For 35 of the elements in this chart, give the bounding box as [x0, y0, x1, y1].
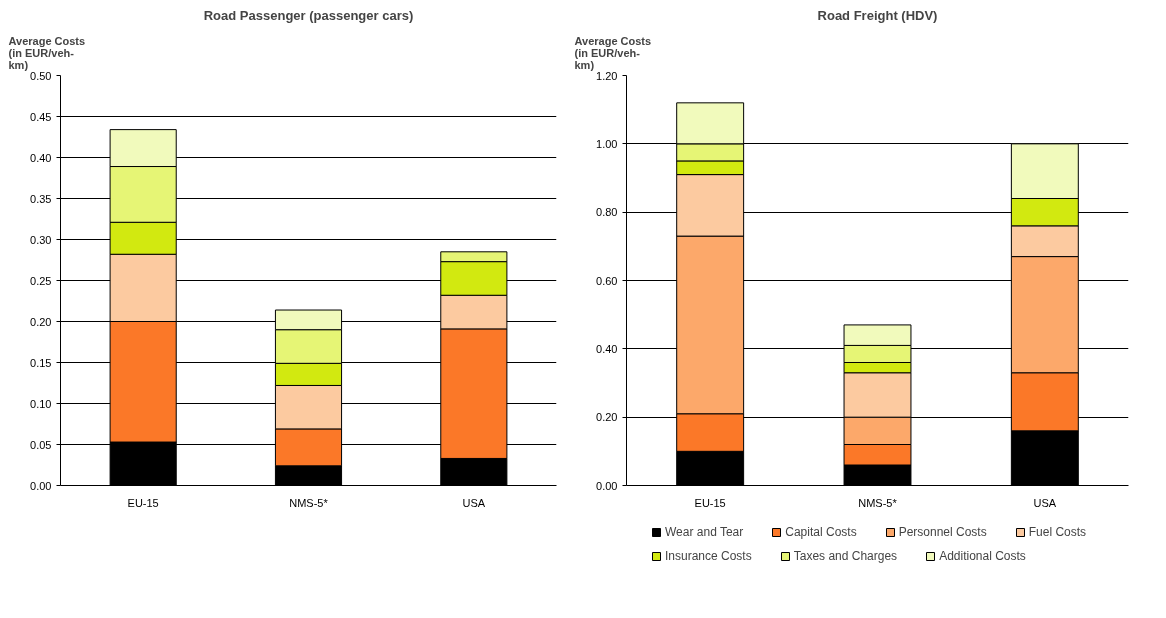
y-tick-label: 0.00	[596, 479, 618, 492]
y-tick-label: 0.30	[30, 233, 52, 246]
x-tick-label: USA	[462, 496, 486, 509]
y-tick-label: 0.80	[596, 206, 618, 219]
x-tick-label: NMS-5*	[858, 496, 898, 509]
legend-label: Personnel Costs	[898, 525, 987, 539]
y-tick-label: 0.60	[596, 274, 618, 287]
chart-title: Road Freight (HDV)	[817, 7, 938, 23]
y-tick-label: 1.20	[596, 69, 618, 82]
chart-title: Road Passenger (passenger cars)	[203, 7, 414, 23]
y-tick-label: 0.15	[30, 356, 52, 369]
y-tick-label: 0.35	[30, 192, 52, 205]
y-tick-label: 0.45	[30, 110, 52, 123]
x-tick-label: EU-15	[127, 496, 159, 509]
legend-label: Fuel Costs	[1028, 525, 1087, 539]
x-tick-label: NMS-5*	[289, 496, 329, 509]
legend-label: Insurance Costs	[665, 549, 752, 563]
x-tick-label: USA	[1033, 496, 1057, 509]
legend-label: Additional Costs	[939, 549, 1026, 563]
y-tick-label: 0.50	[30, 69, 52, 82]
y-tick-label: 0.20	[596, 411, 618, 424]
x-tick-label: EU-15	[694, 496, 726, 509]
y-tick-label: 0.40	[596, 342, 618, 355]
y-tick-label: 1.00	[596, 137, 618, 150]
y-axis-title: Average Costs (in EUR/veh-km)	[8, 34, 86, 71]
y-tick-label: 0.25	[30, 274, 52, 287]
y-tick-label: 0.00	[30, 479, 52, 492]
y-axis-title: Average Costs (in EUR/veh-km)	[574, 34, 652, 71]
y-tick-label: 0.40	[30, 151, 52, 164]
y-tick-label: 0.20	[30, 315, 52, 328]
y-tick-label: 0.05	[30, 438, 52, 451]
legend-label: Capital Costs	[785, 525, 857, 539]
legend-label: Wear and Tear	[665, 525, 744, 539]
y-tick-label: 0.10	[30, 397, 52, 410]
legend-label: Taxes and Charges	[793, 549, 898, 563]
